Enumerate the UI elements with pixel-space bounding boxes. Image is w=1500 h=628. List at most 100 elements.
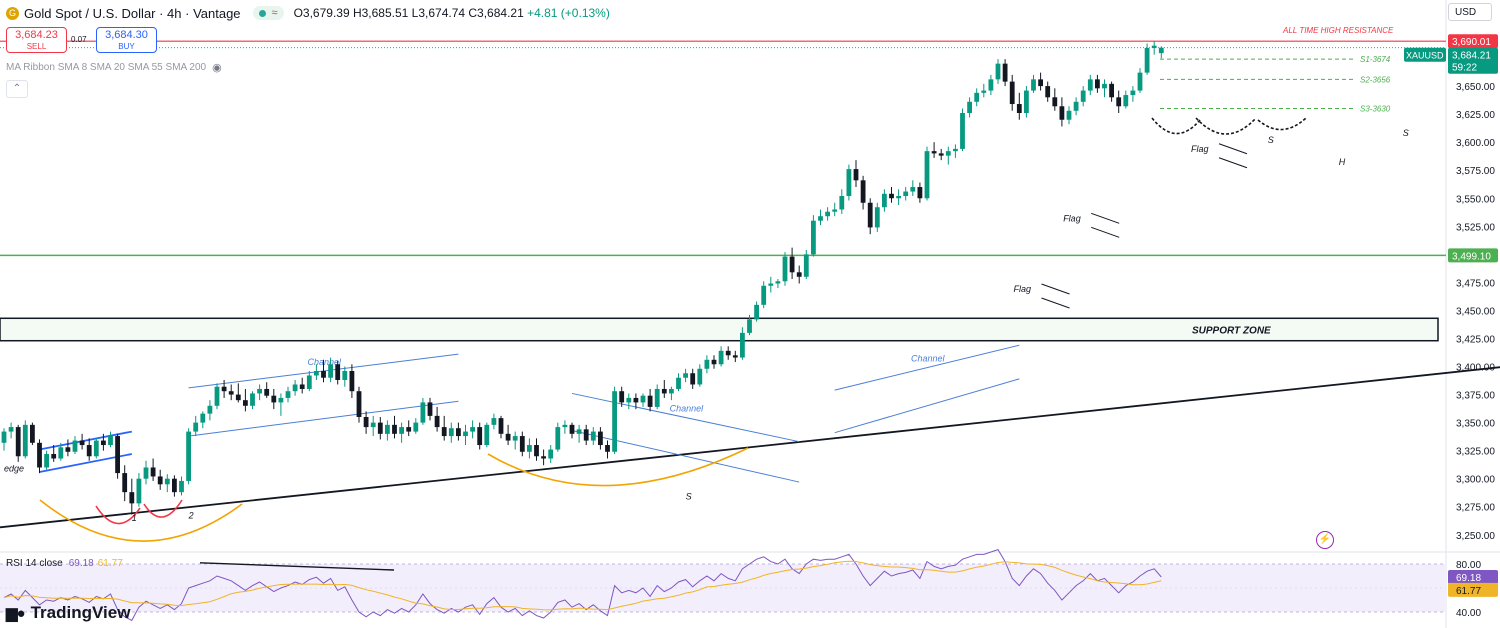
candle-body	[519, 436, 525, 452]
support-price-badge: 3,499.10	[1452, 251, 1491, 262]
candle-body	[896, 196, 901, 199]
support-zone-box	[0, 317, 1439, 342]
channel-upper-line	[571, 392, 800, 443]
candle-body	[136, 478, 142, 504]
candle-body	[974, 92, 980, 102]
candle-body	[1144, 47, 1150, 73]
y-tick-label: 3,450.00	[1456, 306, 1495, 317]
rsi-ma-line	[3, 560, 1162, 611]
resistance-label: ALL TIME HIGH RESISTANCE	[1282, 26, 1394, 35]
rsi-legend[interactable]: RSI 14 close 69.18 61.77	[6, 558, 123, 569]
pattern-label: H	[1339, 157, 1346, 167]
y-tick-label: 3,425.00	[1456, 334, 1495, 345]
candle-body	[370, 422, 376, 428]
candle-body	[1052, 97, 1058, 107]
candle-body	[725, 350, 731, 356]
symbol-title[interactable]: Gold Spot / U.S. Dollar · 4h · Vantage	[24, 5, 241, 21]
pattern-arc	[1151, 117, 1201, 135]
candle-body	[789, 256, 795, 273]
candle-body	[782, 256, 788, 282]
candle-body	[1158, 47, 1164, 54]
channel-lower-line	[834, 378, 1020, 434]
candle-body	[129, 492, 135, 504]
y-tick-label: 3,350.00	[1456, 419, 1495, 430]
candle-countdown: 59:22	[1452, 63, 1477, 74]
sell-button[interactable]: 3,684.23 SELL	[6, 27, 67, 53]
candle-body	[527, 445, 532, 452]
candle-body	[683, 373, 688, 378]
rsi-line	[3, 548, 1162, 622]
candle-body	[349, 371, 355, 392]
candle-body	[93, 440, 99, 457]
y-tick-label: 3,250.00	[1456, 531, 1495, 542]
candle-body	[1087, 79, 1093, 91]
flag-label: Flag	[1063, 213, 1081, 223]
market-status-pill[interactable]: ≈	[252, 6, 284, 20]
candle-body	[1080, 90, 1086, 102]
candle-body	[811, 220, 816, 255]
candle-body	[8, 427, 14, 432]
tradingview-logo[interactable]: ▆● TradingView	[6, 602, 130, 624]
rsi-tick-label: 80.00	[1456, 560, 1481, 571]
gold-symbol-icon: G	[6, 6, 19, 20]
candle-body	[470, 427, 475, 432]
candle-body	[505, 433, 511, 441]
candle-body	[605, 445, 610, 452]
buy-label: BUY	[118, 42, 135, 51]
candle-body	[917, 187, 923, 199]
candle-body	[1073, 101, 1079, 111]
candle-body	[1059, 106, 1065, 120]
candle-body	[214, 386, 220, 406]
candle-body	[399, 427, 404, 434]
rsi-value: 69.18	[68, 558, 94, 569]
rsi-label: RSI 14 close	[6, 558, 63, 569]
y-tick-label: 3,375.00	[1456, 391, 1495, 402]
y-tick-label: 3,525.00	[1456, 222, 1495, 233]
candle-body	[477, 427, 483, 446]
y-tick-label: 3,550.00	[1456, 194, 1495, 205]
candle-body	[22, 424, 28, 457]
candle-body	[669, 388, 674, 394]
collapse-legend-button[interactable]: ⌃	[6, 80, 28, 98]
y-tick-label: 3,625.00	[1456, 110, 1495, 121]
candle-body	[72, 440, 78, 452]
support-zone-label: SUPPORT ZONE	[1192, 326, 1271, 337]
candle-body	[108, 436, 113, 446]
candle-body	[243, 400, 248, 406]
candle-body	[697, 368, 703, 385]
ohlc-values: O3,679.39 H3,685.51 L3,674.74 C3,684.21 …	[293, 6, 610, 20]
candle-body	[569, 424, 575, 434]
rsi-divergence-line	[199, 562, 395, 571]
y-tick-label: 3,300.00	[1456, 475, 1495, 486]
candle-body	[853, 169, 859, 181]
flag-line	[1218, 157, 1248, 169]
candle-body	[150, 467, 156, 477]
pattern-label: 1	[132, 513, 137, 523]
bolt-icon[interactable]: ⚡	[1316, 531, 1334, 549]
candle-body	[981, 90, 987, 93]
buy-button[interactable]: 3,684.30 BUY	[96, 27, 157, 53]
candle-body	[1109, 83, 1114, 98]
candle-body	[1123, 95, 1129, 107]
candle-body	[995, 63, 1001, 80]
pattern-arc	[487, 447, 749, 487]
candle-body	[299, 384, 305, 389]
indicator-legend[interactable]: MA Ribbon SMA 8 SMA 20 SMA 55 SMA 200 ◉	[6, 61, 222, 74]
candle-body	[200, 413, 206, 423]
candle-body	[15, 427, 21, 457]
eye-icon[interactable]: ◉	[212, 62, 222, 74]
y-tick-label: 3,600.00	[1456, 138, 1495, 149]
candle-body	[619, 391, 625, 403]
candle-body	[122, 473, 128, 493]
candle-body	[740, 332, 745, 358]
candle-body	[306, 375, 312, 389]
candle-body	[157, 476, 163, 485]
pattern-label: 2	[188, 511, 194, 521]
candle-body	[79, 440, 85, 446]
candle-body	[732, 355, 738, 358]
currency-selector[interactable]: USD	[1448, 3, 1492, 21]
candle-body	[257, 388, 262, 394]
flag-label: Flag	[1014, 284, 1032, 294]
candle-body	[484, 424, 490, 446]
